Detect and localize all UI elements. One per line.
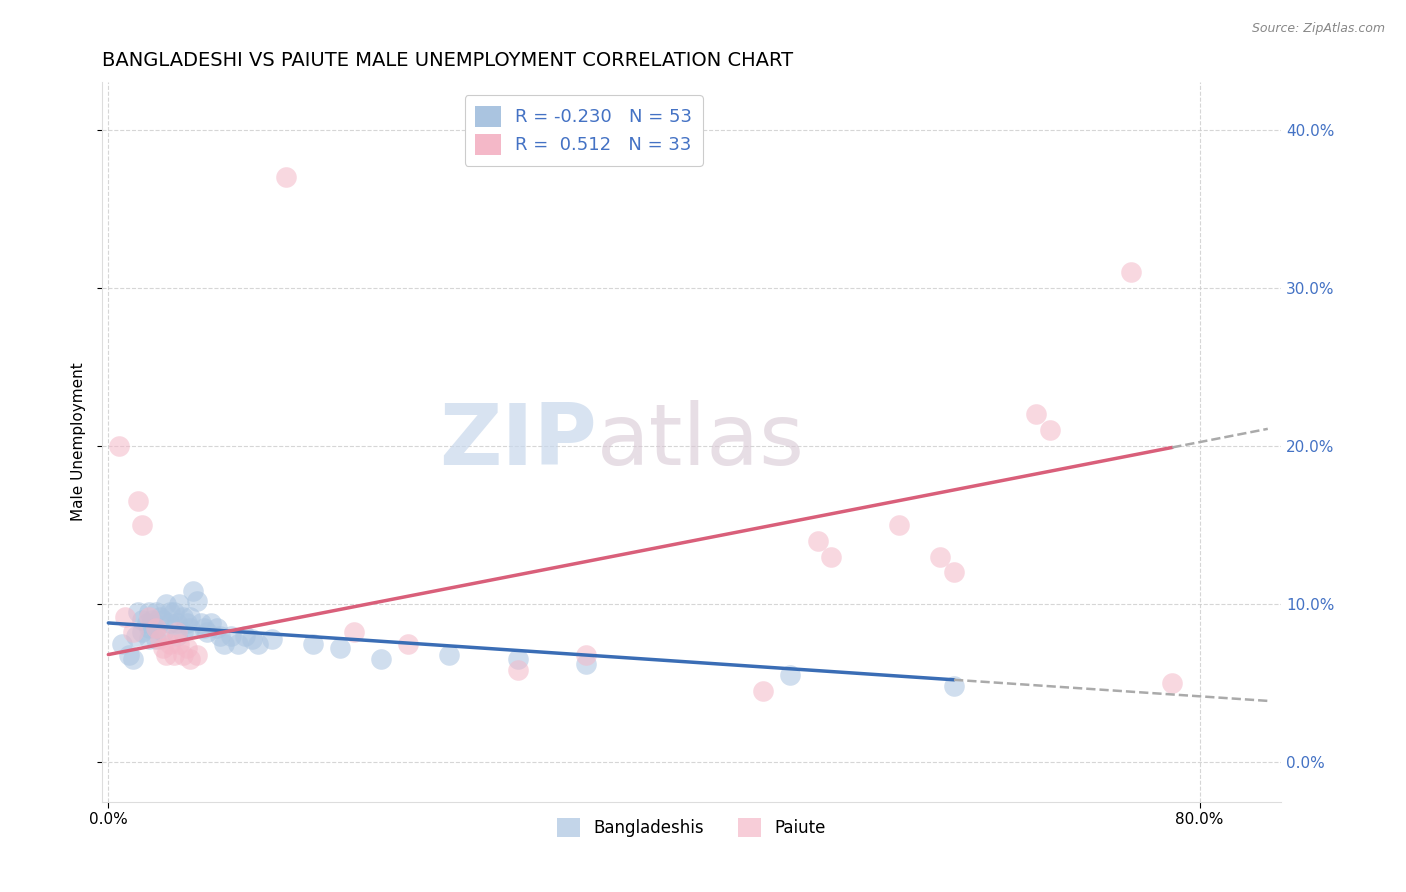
Point xyxy=(127,605,149,619)
Point xyxy=(274,170,297,185)
Point xyxy=(193,621,215,635)
Point xyxy=(163,605,186,619)
Point xyxy=(149,632,172,646)
Point xyxy=(159,636,181,650)
Point xyxy=(1161,676,1184,690)
Point xyxy=(122,652,145,666)
Point xyxy=(779,668,801,682)
Point xyxy=(329,641,352,656)
Point xyxy=(179,621,201,635)
Point xyxy=(138,621,160,635)
Point xyxy=(141,613,163,627)
Point xyxy=(179,609,201,624)
Point xyxy=(166,625,188,640)
Point xyxy=(135,615,157,630)
Point xyxy=(233,629,256,643)
Point xyxy=(111,636,134,650)
Point xyxy=(138,632,160,646)
Point xyxy=(575,648,598,662)
Point xyxy=(172,609,194,624)
Point xyxy=(209,629,232,643)
Text: BANGLADESHI VS PAIUTE MALE UNEMPLOYMENT CORRELATION CHART: BANGLADESHI VS PAIUTE MALE UNEMPLOYMENT … xyxy=(101,51,793,70)
Point xyxy=(186,594,208,608)
Point xyxy=(226,636,249,650)
Point xyxy=(396,636,419,650)
Point xyxy=(506,652,529,666)
Point xyxy=(179,652,201,666)
Point xyxy=(186,648,208,662)
Point xyxy=(302,636,325,650)
Point xyxy=(929,549,952,564)
Point xyxy=(108,439,131,453)
Point xyxy=(343,625,366,640)
Point xyxy=(166,629,188,643)
Point xyxy=(145,621,167,635)
Point xyxy=(163,648,186,662)
Point xyxy=(155,597,177,611)
Point xyxy=(370,652,392,666)
Point xyxy=(575,657,598,671)
Point xyxy=(131,625,153,640)
Point xyxy=(127,494,149,508)
Point xyxy=(145,621,167,635)
Legend: Bangladeshis, Paiute: Bangladeshis, Paiute xyxy=(551,811,832,844)
Point xyxy=(138,609,160,624)
Point xyxy=(131,518,153,533)
Point xyxy=(195,625,218,640)
Point xyxy=(240,632,263,646)
Point xyxy=(131,613,153,627)
Point xyxy=(820,549,842,564)
Point xyxy=(207,621,229,635)
Point xyxy=(200,615,222,630)
Point xyxy=(190,615,212,630)
Point xyxy=(1025,407,1047,421)
Text: ZIP: ZIP xyxy=(439,401,598,483)
Point xyxy=(752,684,775,698)
Point xyxy=(1121,265,1143,279)
Point xyxy=(145,632,167,646)
Point xyxy=(114,609,136,624)
Point xyxy=(247,636,270,650)
Point xyxy=(152,613,174,627)
Point xyxy=(152,641,174,656)
Point xyxy=(172,625,194,640)
Point xyxy=(152,625,174,640)
Point xyxy=(1038,423,1060,437)
Point xyxy=(219,629,242,643)
Point xyxy=(176,615,198,630)
Text: Source: ZipAtlas.com: Source: ZipAtlas.com xyxy=(1251,22,1385,36)
Y-axis label: Male Unemployment: Male Unemployment xyxy=(72,362,86,521)
Point xyxy=(124,629,146,643)
Point xyxy=(943,566,966,580)
Point xyxy=(181,584,204,599)
Point xyxy=(118,648,141,662)
Point xyxy=(943,679,966,693)
Point xyxy=(889,518,911,533)
Point xyxy=(214,636,236,650)
Point xyxy=(159,605,181,619)
Point xyxy=(439,648,461,662)
Point xyxy=(145,605,167,619)
Point xyxy=(506,664,529,678)
Point xyxy=(169,597,191,611)
Point xyxy=(260,632,283,646)
Point xyxy=(159,615,181,630)
Point xyxy=(176,641,198,656)
Point xyxy=(169,636,191,650)
Point xyxy=(155,648,177,662)
Point xyxy=(149,609,172,624)
Point xyxy=(138,605,160,619)
Point xyxy=(166,615,188,630)
Point xyxy=(172,648,194,662)
Text: atlas: atlas xyxy=(598,401,806,483)
Point xyxy=(807,533,830,548)
Point xyxy=(122,625,145,640)
